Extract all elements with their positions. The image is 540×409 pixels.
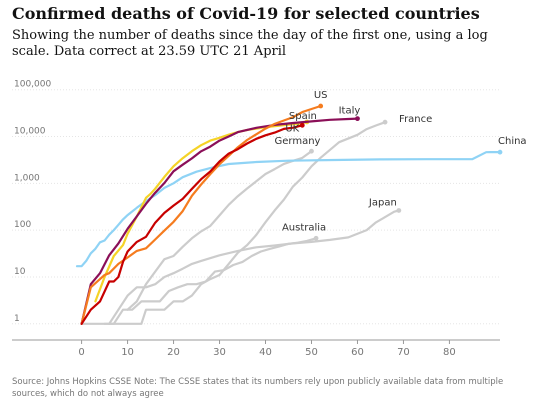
x-tick-label: 60 xyxy=(351,347,364,358)
y-tick-label: 100 xyxy=(14,220,31,230)
chart-title: Confirmed deaths of Covid-19 for selecte… xyxy=(12,4,480,23)
x-tick-label: 80 xyxy=(443,347,456,358)
series-line-spain xyxy=(94,120,308,303)
series-line-germany xyxy=(126,150,313,311)
series-line-italy xyxy=(80,117,359,325)
x-tick-label: 70 xyxy=(397,347,410,358)
series-label-spain: Spain xyxy=(289,111,317,122)
series-labels: China Spain Italy US UK France Germany Japan Aus… xyxy=(275,90,527,233)
series-label-us: US xyxy=(314,90,328,101)
series-line-france xyxy=(108,121,387,325)
series-end-point-china xyxy=(497,149,503,155)
y-tick-label: 10,000 xyxy=(14,127,46,137)
series-line-japan xyxy=(80,209,400,325)
x-tick-label: 20 xyxy=(167,347,180,358)
series-line-china xyxy=(75,151,502,268)
y-tick-label: 100,000 xyxy=(14,80,51,90)
series-label-germany: Germany xyxy=(275,136,321,147)
x-tick-label: 10 xyxy=(121,347,134,358)
axes: 1 10 100 1,000 10,000 100,000 0 10 20 30 40 50 60 70 8… xyxy=(12,80,500,358)
series-label-uk: UK xyxy=(285,123,299,134)
series-end-point-uk xyxy=(299,122,305,128)
series-end-point-germany xyxy=(309,148,314,154)
series-lines xyxy=(75,103,503,325)
x-tick-label: 30 xyxy=(213,347,226,358)
series-label-italy: Italy xyxy=(339,106,361,117)
series-label-japan: Japan xyxy=(368,197,397,208)
x-tick-label: 40 xyxy=(259,347,272,358)
chart-subtitle: Showing the number of deaths since the d… xyxy=(12,28,488,59)
series-line-australia xyxy=(103,237,318,325)
series-end-point-australia xyxy=(313,235,319,241)
x-tick-label: 0 xyxy=(78,347,84,358)
series-label-china: China xyxy=(498,136,527,147)
series-label-france: France xyxy=(399,114,432,125)
series-end-point-italy xyxy=(355,116,360,122)
series-end-point-france xyxy=(382,119,388,125)
series-line-uk xyxy=(80,124,304,325)
line-chart: 1 10 100 1,000 10,000 100,000 0 10 20 30 40 50 60 70 8… xyxy=(12,80,527,358)
y-tick-label: 10 xyxy=(14,267,26,277)
series-end-point-us xyxy=(318,103,324,109)
series-end-point-japan xyxy=(396,208,402,213)
series-label-australia: Australia xyxy=(282,222,326,233)
y-tick-label: 1,000 xyxy=(14,173,40,183)
y-tick-label: 1 xyxy=(14,314,20,324)
source-note: Source: Johns Hopkins CSSE Note: The CSS… xyxy=(12,377,504,399)
x-tick-label: 50 xyxy=(305,347,318,358)
series-line-us xyxy=(80,104,322,325)
